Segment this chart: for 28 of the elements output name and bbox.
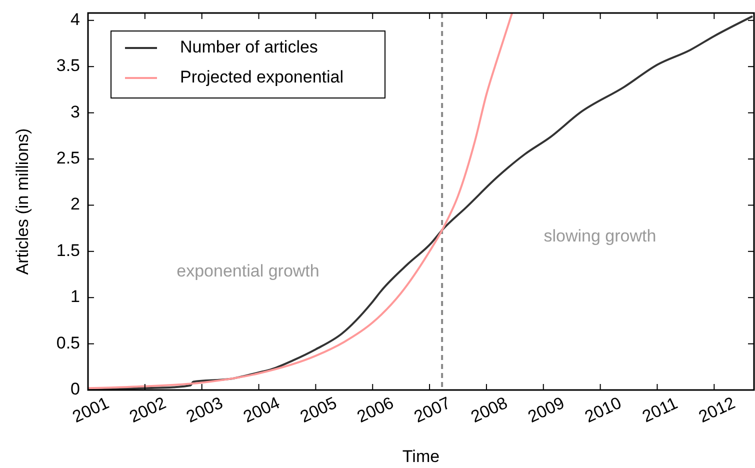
y-tick-label: 3 — [70, 102, 80, 122]
y-tick-label: 1.5 — [56, 240, 80, 260]
y-axis-title: Articles (in millions) — [13, 128, 32, 275]
legend-label: Number of articles — [180, 37, 318, 56]
y-tick-label: 0.5 — [56, 333, 80, 352]
y-tick-label: 4 — [70, 10, 80, 29]
x-tick-label: 2009 — [524, 393, 568, 426]
x-tick-label: 2012 — [696, 393, 738, 426]
legend-label: Projected exponential — [180, 67, 344, 86]
y-tick-label: 3.5 — [56, 56, 80, 76]
y-tick-label: 2.5 — [56, 148, 80, 168]
annotation: exponential growth — [176, 261, 320, 280]
line-series — [88, 16, 753, 390]
y-tick-label: 1 — [70, 287, 80, 306]
x-tick-label: 2003 — [183, 393, 226, 426]
x-tick-label: 2005 — [297, 393, 340, 426]
x-tick-label: 2006 — [354, 393, 397, 426]
y-tick-label: 0 — [70, 379, 80, 398]
x-tick-label: 2008 — [468, 393, 510, 426]
y-tick-label: 2 — [70, 194, 80, 214]
line-series — [88, 13, 514, 390]
x-axis-title: Time — [402, 447, 440, 466]
x-tick-label: 2004 — [240, 393, 283, 426]
x-tick-label: 2007 — [411, 393, 454, 426]
x-tick-label: 2011 — [639, 394, 681, 426]
annotation: slowing growth — [544, 226, 656, 246]
x-tick-label: 2002 — [126, 393, 169, 426]
x-tick-label: 2010 — [582, 393, 624, 426]
